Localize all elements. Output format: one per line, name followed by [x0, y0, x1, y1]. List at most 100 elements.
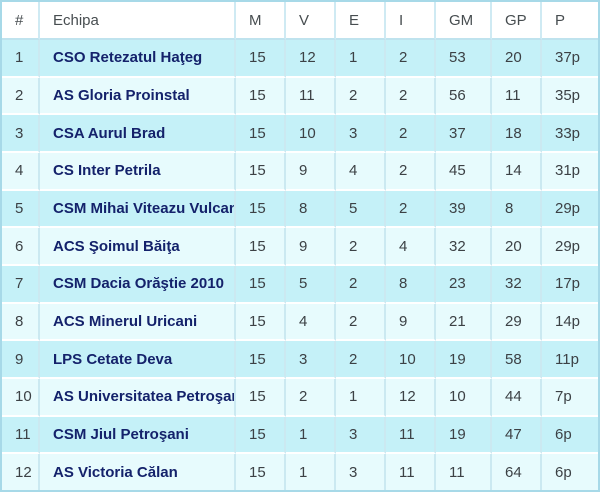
losses-cell: 2: [386, 40, 436, 78]
matches-cell: 15: [236, 40, 286, 78]
goals-against-cell: 29: [492, 303, 542, 342]
goals-for-cell: 19: [436, 416, 492, 455]
draws-cell: 1: [336, 378, 386, 417]
goals-against-cell: 20: [492, 228, 542, 266]
team-link[interactable]: ACS Şoimul Băiţa: [40, 228, 236, 266]
points-cell: 35p: [542, 77, 598, 116]
col-header-matches: M: [236, 2, 286, 40]
losses-cell: 2: [386, 77, 436, 116]
losses-cell: 11: [386, 454, 436, 490]
draws-cell: 2: [336, 228, 386, 266]
points-cell: 6p: [542, 454, 598, 490]
draws-cell: 2: [336, 265, 386, 304]
table-row: 11 CSM Jiul Petroşani 15 1 3 11 19 47 6p: [2, 416, 598, 455]
matches-cell: 15: [236, 378, 286, 417]
team-link[interactable]: AS Victoria Călan: [40, 454, 236, 490]
matches-cell: 15: [236, 416, 286, 455]
table-body: 1 CSO Retezatul Haţeg 15 12 1 2 53 20 37…: [2, 40, 598, 490]
position-cell: 5: [2, 190, 40, 229]
goals-against-cell: 18: [492, 115, 542, 153]
points-cell: 31p: [542, 152, 598, 191]
losses-cell: 9: [386, 303, 436, 342]
matches-cell: 15: [236, 190, 286, 229]
header-row: # Echipa M V E I GM GP P: [2, 2, 598, 40]
matches-cell: 15: [236, 115, 286, 153]
wins-cell: 8: [286, 190, 336, 229]
matches-cell: 15: [236, 454, 286, 490]
wins-cell: 12: [286, 40, 336, 78]
wins-cell: 1: [286, 416, 336, 455]
col-header-goals-for: GM: [436, 2, 492, 40]
goals-against-cell: 32: [492, 265, 542, 304]
goals-against-cell: 20: [492, 40, 542, 78]
col-header-points: P: [542, 2, 598, 40]
points-cell: 6p: [542, 416, 598, 455]
draws-cell: 2: [336, 341, 386, 379]
team-link[interactable]: AS Gloria Proinstal: [40, 77, 236, 116]
col-header-goals-against: GP: [492, 2, 542, 40]
position-cell: 11: [2, 416, 40, 455]
goals-for-cell: 56: [436, 77, 492, 116]
losses-cell: 4: [386, 228, 436, 266]
draws-cell: 5: [336, 190, 386, 229]
matches-cell: 15: [236, 228, 286, 266]
points-cell: 29p: [542, 190, 598, 229]
draws-cell: 2: [336, 303, 386, 342]
goals-for-cell: 53: [436, 40, 492, 78]
matches-cell: 15: [236, 265, 286, 304]
team-link[interactable]: ACS Minerul Uricani: [40, 303, 236, 342]
team-link[interactable]: CS Inter Petrila: [40, 152, 236, 191]
wins-cell: 5: [286, 265, 336, 304]
goals-against-cell: 64: [492, 454, 542, 490]
goals-for-cell: 19: [436, 341, 492, 379]
draws-cell: 3: [336, 115, 386, 153]
goals-against-cell: 11: [492, 77, 542, 116]
goals-for-cell: 11: [436, 454, 492, 490]
draws-cell: 2: [336, 77, 386, 116]
goals-against-cell: 8: [492, 190, 542, 229]
matches-cell: 15: [236, 152, 286, 191]
draws-cell: 1: [336, 40, 386, 78]
team-link[interactable]: CSA Aurul Brad: [40, 115, 236, 153]
position-cell: 1: [2, 40, 40, 78]
matches-cell: 15: [236, 303, 286, 342]
wins-cell: 9: [286, 228, 336, 266]
points-cell: 29p: [542, 228, 598, 266]
team-link[interactable]: CSM Jiul Petroşani: [40, 416, 236, 455]
goals-for-cell: 23: [436, 265, 492, 304]
table-row: 4 CS Inter Petrila 15 9 4 2 45 14 31p: [2, 152, 598, 191]
goals-for-cell: 32: [436, 228, 492, 266]
table-row: 10 AS Universitatea Petroşani 15 2 1 12 …: [2, 378, 598, 417]
table-row: 8 ACS Minerul Uricani 15 4 2 9 21 29 14p: [2, 303, 598, 342]
goals-for-cell: 10: [436, 378, 492, 417]
points-cell: 37p: [542, 40, 598, 78]
position-cell: 8: [2, 303, 40, 342]
losses-cell: 12: [386, 378, 436, 417]
wins-cell: 1: [286, 454, 336, 490]
team-link[interactable]: LPS Cetate Deva: [40, 341, 236, 379]
col-header-position: #: [2, 2, 40, 40]
wins-cell: 11: [286, 77, 336, 116]
team-link[interactable]: CSM Dacia Orăştie 2010: [40, 265, 236, 304]
team-link[interactable]: AS Universitatea Petroşani: [40, 378, 236, 417]
losses-cell: 11: [386, 416, 436, 455]
col-header-losses: I: [386, 2, 436, 40]
team-link[interactable]: CSM Mihai Viteazu Vulcan: [40, 190, 236, 229]
goals-against-cell: 44: [492, 378, 542, 417]
goals-against-cell: 14: [492, 152, 542, 191]
losses-cell: 2: [386, 190, 436, 229]
table-row: 5 CSM Mihai Viteazu Vulcan 15 8 5 2 39 8…: [2, 190, 598, 229]
team-link[interactable]: CSO Retezatul Haţeg: [40, 40, 236, 78]
col-header-draws: E: [336, 2, 386, 40]
losses-cell: 2: [386, 115, 436, 153]
draws-cell: 3: [336, 454, 386, 490]
draws-cell: 3: [336, 416, 386, 455]
wins-cell: 3: [286, 341, 336, 379]
position-cell: 4: [2, 152, 40, 191]
losses-cell: 2: [386, 152, 436, 191]
table-row: 6 ACS Şoimul Băiţa 15 9 2 4 32 20 29p: [2, 228, 598, 266]
points-cell: 14p: [542, 303, 598, 342]
points-cell: 7p: [542, 378, 598, 417]
table-row: 7 CSM Dacia Orăştie 2010 15 5 2 8 23 32 …: [2, 265, 598, 304]
